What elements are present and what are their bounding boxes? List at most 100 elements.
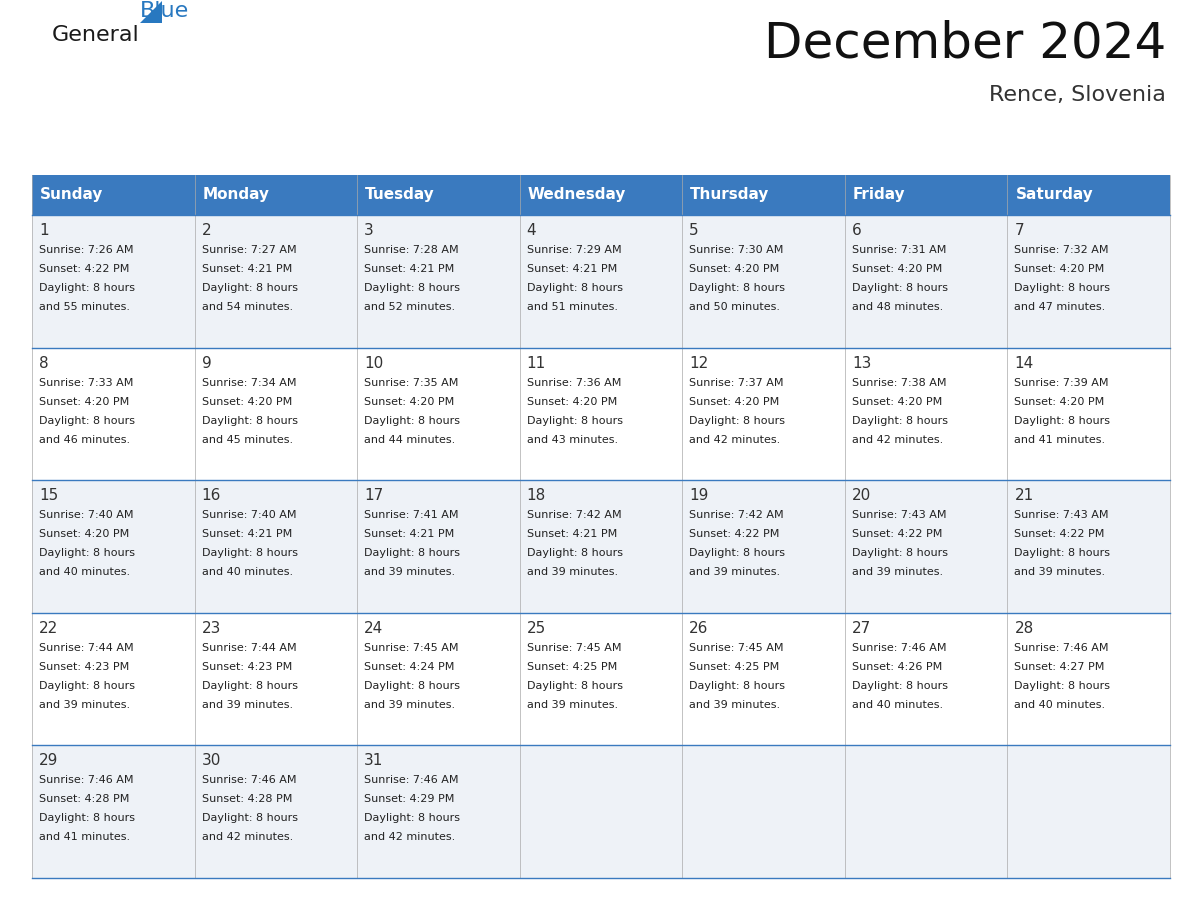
Text: and 43 minutes.: and 43 minutes. — [526, 434, 618, 444]
Text: Daylight: 8 hours: Daylight: 8 hours — [365, 548, 460, 558]
Text: Sunrise: 7:38 AM: Sunrise: 7:38 AM — [852, 377, 947, 387]
Text: 6: 6 — [852, 223, 861, 238]
Text: Sunrise: 7:33 AM: Sunrise: 7:33 AM — [39, 377, 133, 387]
Text: Sunset: 4:20 PM: Sunset: 4:20 PM — [202, 397, 292, 407]
Text: 21: 21 — [1015, 488, 1034, 503]
Text: and 55 minutes.: and 55 minutes. — [39, 302, 129, 312]
Text: and 39 minutes.: and 39 minutes. — [1015, 567, 1106, 577]
Text: Sunrise: 7:46 AM: Sunrise: 7:46 AM — [852, 643, 947, 653]
Text: Daylight: 8 hours: Daylight: 8 hours — [202, 416, 297, 426]
Text: and 41 minutes.: and 41 minutes. — [1015, 434, 1106, 444]
Text: 9: 9 — [202, 355, 211, 371]
Text: Sunrise: 7:46 AM: Sunrise: 7:46 AM — [365, 776, 459, 786]
Text: and 51 minutes.: and 51 minutes. — [526, 302, 618, 312]
Text: Sunset: 4:23 PM: Sunset: 4:23 PM — [202, 662, 292, 672]
Text: Daylight: 8 hours: Daylight: 8 hours — [852, 283, 948, 293]
Text: and 40 minutes.: and 40 minutes. — [1015, 700, 1106, 710]
Text: Sunrise: 7:26 AM: Sunrise: 7:26 AM — [39, 245, 133, 255]
Text: Sunset: 4:29 PM: Sunset: 4:29 PM — [365, 794, 455, 804]
Text: and 39 minutes.: and 39 minutes. — [365, 700, 455, 710]
Text: 1: 1 — [39, 223, 49, 238]
Text: Sunrise: 7:28 AM: Sunrise: 7:28 AM — [365, 245, 459, 255]
Text: Daylight: 8 hours: Daylight: 8 hours — [365, 283, 460, 293]
Bar — [32, 745, 1170, 878]
Text: and 39 minutes.: and 39 minutes. — [526, 700, 618, 710]
Text: Daylight: 8 hours: Daylight: 8 hours — [689, 283, 785, 293]
Text: and 47 minutes.: and 47 minutes. — [1015, 302, 1106, 312]
Text: Sunset: 4:21 PM: Sunset: 4:21 PM — [365, 264, 454, 274]
Text: and 48 minutes.: and 48 minutes. — [852, 302, 943, 312]
Text: Daylight: 8 hours: Daylight: 8 hours — [1015, 283, 1111, 293]
Text: Daylight: 8 hours: Daylight: 8 hours — [365, 813, 460, 823]
Bar — [845, 175, 1007, 215]
Text: 26: 26 — [689, 621, 709, 636]
Text: Daylight: 8 hours: Daylight: 8 hours — [526, 548, 623, 558]
Text: Daylight: 8 hours: Daylight: 8 hours — [39, 416, 135, 426]
Text: Daylight: 8 hours: Daylight: 8 hours — [202, 548, 297, 558]
Text: Daylight: 8 hours: Daylight: 8 hours — [39, 548, 135, 558]
Text: Sunrise: 7:37 AM: Sunrise: 7:37 AM — [689, 377, 784, 387]
Text: Daylight: 8 hours: Daylight: 8 hours — [365, 681, 460, 691]
Text: Sunset: 4:23 PM: Sunset: 4:23 PM — [39, 662, 129, 672]
Text: Sunrise: 7:29 AM: Sunrise: 7:29 AM — [526, 245, 621, 255]
Bar — [32, 613, 1170, 745]
Text: Sunrise: 7:34 AM: Sunrise: 7:34 AM — [202, 377, 296, 387]
Text: Daylight: 8 hours: Daylight: 8 hours — [852, 681, 948, 691]
Text: Sunset: 4:20 PM: Sunset: 4:20 PM — [39, 397, 129, 407]
Text: Sunrise: 7:46 AM: Sunrise: 7:46 AM — [1015, 643, 1108, 653]
Text: Sunrise: 7:43 AM: Sunrise: 7:43 AM — [1015, 510, 1108, 521]
Text: 17: 17 — [365, 488, 384, 503]
Text: Sunset: 4:20 PM: Sunset: 4:20 PM — [689, 264, 779, 274]
Text: 15: 15 — [39, 488, 58, 503]
Text: Sunset: 4:24 PM: Sunset: 4:24 PM — [365, 662, 455, 672]
Text: 13: 13 — [852, 355, 871, 371]
Bar — [682, 175, 845, 215]
Text: Sunrise: 7:45 AM: Sunrise: 7:45 AM — [526, 643, 621, 653]
Text: Daylight: 8 hours: Daylight: 8 hours — [202, 681, 297, 691]
Text: Sunrise: 7:43 AM: Sunrise: 7:43 AM — [852, 510, 947, 521]
Text: Sunset: 4:20 PM: Sunset: 4:20 PM — [689, 397, 779, 407]
Text: and 54 minutes.: and 54 minutes. — [202, 302, 292, 312]
Bar — [358, 175, 519, 215]
Bar — [32, 175, 195, 215]
Text: 20: 20 — [852, 488, 871, 503]
Polygon shape — [140, 1, 162, 23]
Text: Sunset: 4:21 PM: Sunset: 4:21 PM — [526, 529, 617, 539]
Text: Sunrise: 7:35 AM: Sunrise: 7:35 AM — [365, 377, 459, 387]
Text: Daylight: 8 hours: Daylight: 8 hours — [852, 548, 948, 558]
Text: Daylight: 8 hours: Daylight: 8 hours — [365, 416, 460, 426]
Text: and 42 minutes.: and 42 minutes. — [852, 434, 943, 444]
Text: 12: 12 — [689, 355, 708, 371]
Text: Sunrise: 7:31 AM: Sunrise: 7:31 AM — [852, 245, 946, 255]
Text: Sunrise: 7:46 AM: Sunrise: 7:46 AM — [39, 776, 133, 786]
Text: General: General — [52, 25, 140, 45]
Text: and 42 minutes.: and 42 minutes. — [202, 833, 292, 843]
Text: Sunrise: 7:45 AM: Sunrise: 7:45 AM — [689, 643, 784, 653]
Text: and 39 minutes.: and 39 minutes. — [365, 567, 455, 577]
Text: and 40 minutes.: and 40 minutes. — [202, 567, 292, 577]
Text: 4: 4 — [526, 223, 536, 238]
Text: Rence, Slovenia: Rence, Slovenia — [990, 85, 1165, 105]
Text: Sunrise: 7:27 AM: Sunrise: 7:27 AM — [202, 245, 296, 255]
Text: Sunset: 4:21 PM: Sunset: 4:21 PM — [202, 529, 292, 539]
Text: Daylight: 8 hours: Daylight: 8 hours — [1015, 548, 1111, 558]
Text: Daylight: 8 hours: Daylight: 8 hours — [526, 416, 623, 426]
Text: Sunset: 4:27 PM: Sunset: 4:27 PM — [1015, 662, 1105, 672]
Text: Sunrise: 7:40 AM: Sunrise: 7:40 AM — [202, 510, 296, 521]
Text: Daylight: 8 hours: Daylight: 8 hours — [689, 416, 785, 426]
Text: Sunrise: 7:39 AM: Sunrise: 7:39 AM — [1015, 377, 1108, 387]
Text: Daylight: 8 hours: Daylight: 8 hours — [202, 813, 297, 823]
Text: 25: 25 — [526, 621, 546, 636]
Text: Sunrise: 7:44 AM: Sunrise: 7:44 AM — [39, 643, 133, 653]
Text: 5: 5 — [689, 223, 699, 238]
Text: 22: 22 — [39, 621, 58, 636]
Text: Sunset: 4:20 PM: Sunset: 4:20 PM — [1015, 397, 1105, 407]
Text: Sunset: 4:20 PM: Sunset: 4:20 PM — [39, 529, 129, 539]
Text: and 39 minutes.: and 39 minutes. — [39, 700, 131, 710]
Text: Daylight: 8 hours: Daylight: 8 hours — [526, 681, 623, 691]
Text: Sunset: 4:20 PM: Sunset: 4:20 PM — [1015, 264, 1105, 274]
Text: Sunset: 4:21 PM: Sunset: 4:21 PM — [526, 264, 617, 274]
Text: 7: 7 — [1015, 223, 1024, 238]
Text: Daylight: 8 hours: Daylight: 8 hours — [1015, 416, 1111, 426]
Text: 16: 16 — [202, 488, 221, 503]
